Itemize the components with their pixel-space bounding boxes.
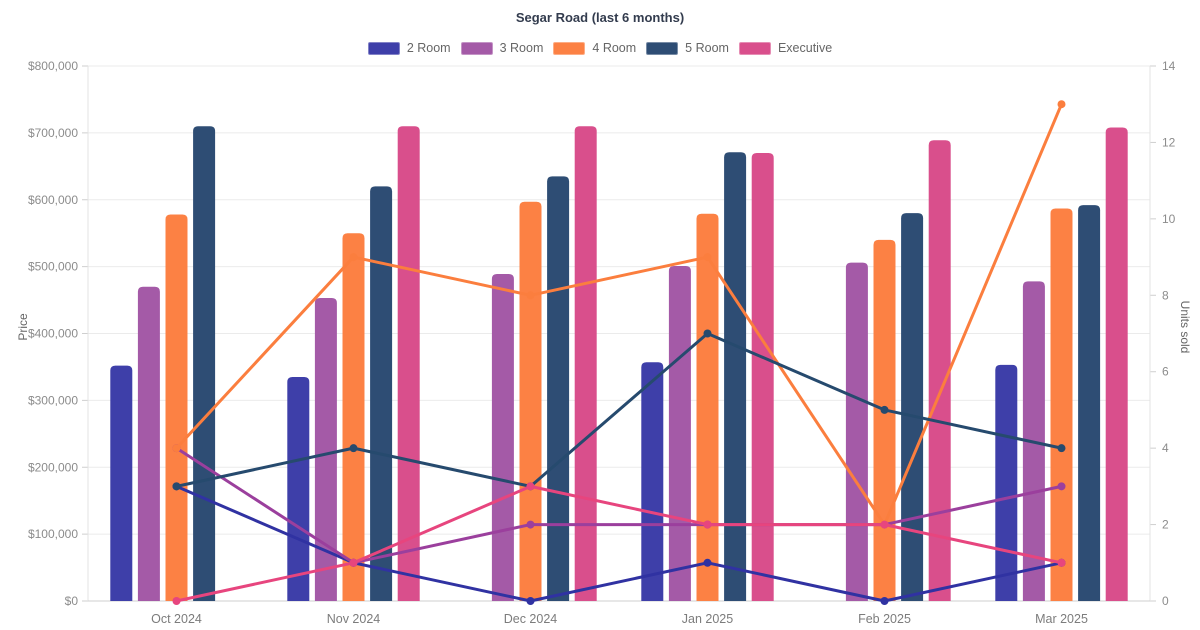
bar-3-room-oct-2024[interactable] xyxy=(137,286,160,601)
units-tick-label: 6 xyxy=(1162,365,1169,379)
bar-4-room-nov-2024[interactable] xyxy=(342,233,365,601)
x-tick-label-dec-2024: Dec 2024 xyxy=(504,612,558,626)
line-2-room xyxy=(175,484,1062,603)
bar-5-room-mar-2025[interactable] xyxy=(1078,205,1101,601)
line-4-room xyxy=(175,103,1063,527)
bar-5-room-feb-2025[interactable] xyxy=(901,213,924,601)
bar-3-room-jan-2025[interactable] xyxy=(668,265,691,601)
line-3-room xyxy=(175,446,1062,565)
bar-5-room-nov-2024[interactable] xyxy=(370,186,393,601)
bar-executive-dec-2024[interactable] xyxy=(574,126,597,601)
x-tick-label-oct-2024: Oct 2024 xyxy=(151,612,202,626)
legend-swatch-4-room xyxy=(553,41,586,55)
legend-label-5-room: 5 Room xyxy=(685,41,729,55)
bar-4-room-oct-2024[interactable] xyxy=(165,214,188,601)
point-4-room-oct-2024[interactable] xyxy=(172,444,181,453)
line-executive xyxy=(176,484,1062,603)
legend-item-2-room[interactable]: 2 Room xyxy=(367,41,451,55)
units-tick-label: 10 xyxy=(1162,212,1176,226)
legend-swatch-executive xyxy=(738,41,771,55)
bar-3-room-nov-2024[interactable] xyxy=(314,298,337,601)
price-tick-label: $200,000 xyxy=(28,460,78,474)
bar-4-room-mar-2025[interactable] xyxy=(1050,208,1073,601)
legend-item-5-room[interactable]: 5 Room xyxy=(646,41,729,55)
units-tick-label: 14 xyxy=(1162,59,1176,73)
bar-2-room-mar-2025[interactable] xyxy=(995,364,1018,601)
legend-label-3-room: 3 Room xyxy=(499,41,544,55)
bar-5-room-jan-2025[interactable] xyxy=(724,152,747,602)
point-executive-feb-2025[interactable] xyxy=(880,520,889,529)
bar-executive-nov-2024[interactable] xyxy=(397,126,420,601)
point-5-room-nov-2024[interactable] xyxy=(349,444,358,453)
units-tick-label: 0 xyxy=(1162,594,1169,608)
units-tick-label: 2 xyxy=(1162,518,1169,532)
legend-item-3-room[interactable]: 3 Room xyxy=(460,41,544,55)
units-tick-label: 8 xyxy=(1162,288,1169,302)
bar-executive-jan-2025[interactable] xyxy=(751,152,774,601)
point-2-room-feb-2025[interactable] xyxy=(880,597,889,605)
point-4-room-dec-2024[interactable] xyxy=(526,291,535,300)
legend-label-executive: Executive xyxy=(777,41,833,55)
bar-5-room-oct-2024[interactable] xyxy=(193,126,216,601)
point-4-room-jan-2025[interactable] xyxy=(703,253,712,262)
bar-executive-feb-2025[interactable] xyxy=(928,140,951,601)
point-2-room-dec-2024[interactable] xyxy=(526,597,535,605)
x-tick-label-mar-2025: Mar 2025 xyxy=(1035,612,1088,626)
legend-label-4-room: 4 Room xyxy=(592,41,637,55)
price-tick-label: $500,000 xyxy=(28,260,78,274)
point-executive-jan-2025[interactable] xyxy=(703,520,712,529)
legend-swatch-2-room xyxy=(367,41,400,55)
price-tick-label: $400,000 xyxy=(28,327,78,341)
legend-swatch-3-room xyxy=(460,41,493,55)
bar-5-room-dec-2024[interactable] xyxy=(547,176,570,601)
bar-2-room-jan-2025[interactable] xyxy=(641,362,664,601)
units-tick-label: 12 xyxy=(1162,135,1176,149)
x-tick-label-nov-2024: Nov 2024 xyxy=(327,612,381,626)
bar-2-room-nov-2024[interactable] xyxy=(287,376,310,601)
chart-title: Segar Road (last 6 months) xyxy=(515,10,685,25)
price-tick-label: $600,000 xyxy=(28,193,78,207)
price-tick-label: $800,000 xyxy=(28,59,78,73)
bar-4-room-dec-2024[interactable] xyxy=(519,201,542,601)
point-3-room-mar-2025[interactable] xyxy=(1057,482,1066,491)
price-tick-label: $300,000 xyxy=(28,393,78,407)
point-executive-oct-2024[interactable] xyxy=(172,597,181,605)
bar-executive-mar-2025[interactable] xyxy=(1105,127,1128,602)
x-tick-label-feb-2025: Feb 2025 xyxy=(858,612,911,626)
bar-2-room-oct-2024[interactable] xyxy=(110,365,133,601)
point-5-room-feb-2025[interactable] xyxy=(880,405,889,414)
point-5-room-jan-2025[interactable] xyxy=(703,329,712,338)
legend-item-executive[interactable]: Executive xyxy=(738,41,833,55)
point-5-room-oct-2024[interactable] xyxy=(172,482,181,491)
y-axis-title-price: Price xyxy=(16,313,30,341)
bar-3-room-dec-2024[interactable] xyxy=(491,273,514,601)
y-axis-title-units-sold: Units sold xyxy=(1178,300,1192,354)
price-tick-label: $100,000 xyxy=(28,527,78,541)
point-executive-nov-2024[interactable] xyxy=(349,558,358,567)
point-3-room-dec-2024[interactable] xyxy=(526,520,535,529)
x-tick-label-jan-2025: Jan 2025 xyxy=(682,612,733,626)
point-5-room-mar-2025[interactable] xyxy=(1057,444,1066,453)
point-executive-dec-2024[interactable] xyxy=(526,482,535,491)
point-4-room-mar-2025[interactable] xyxy=(1057,100,1066,109)
price-tick-label: $0 xyxy=(65,594,79,608)
legend-item-4-room[interactable]: 4 Room xyxy=(553,41,636,55)
legend-label-2-room: 2 Room xyxy=(406,41,451,55)
line-5-room xyxy=(176,332,1062,488)
price-tick-label: $700,000 xyxy=(28,126,78,140)
point-4-room-nov-2024[interactable] xyxy=(349,253,358,262)
legend: 2 Room 3 Room 4 Room 5 Room Executive xyxy=(0,41,1200,55)
bar-4-room-feb-2025[interactable] xyxy=(873,239,896,601)
point-2-room-jan-2025[interactable] xyxy=(703,558,712,567)
bar-4-room-jan-2025[interactable] xyxy=(696,213,719,601)
bar-3-room-feb-2025[interactable] xyxy=(845,262,868,601)
legend-swatch-5-room xyxy=(646,41,679,55)
units-tick-label: 4 xyxy=(1162,441,1169,455)
point-executive-mar-2025[interactable] xyxy=(1057,558,1066,567)
